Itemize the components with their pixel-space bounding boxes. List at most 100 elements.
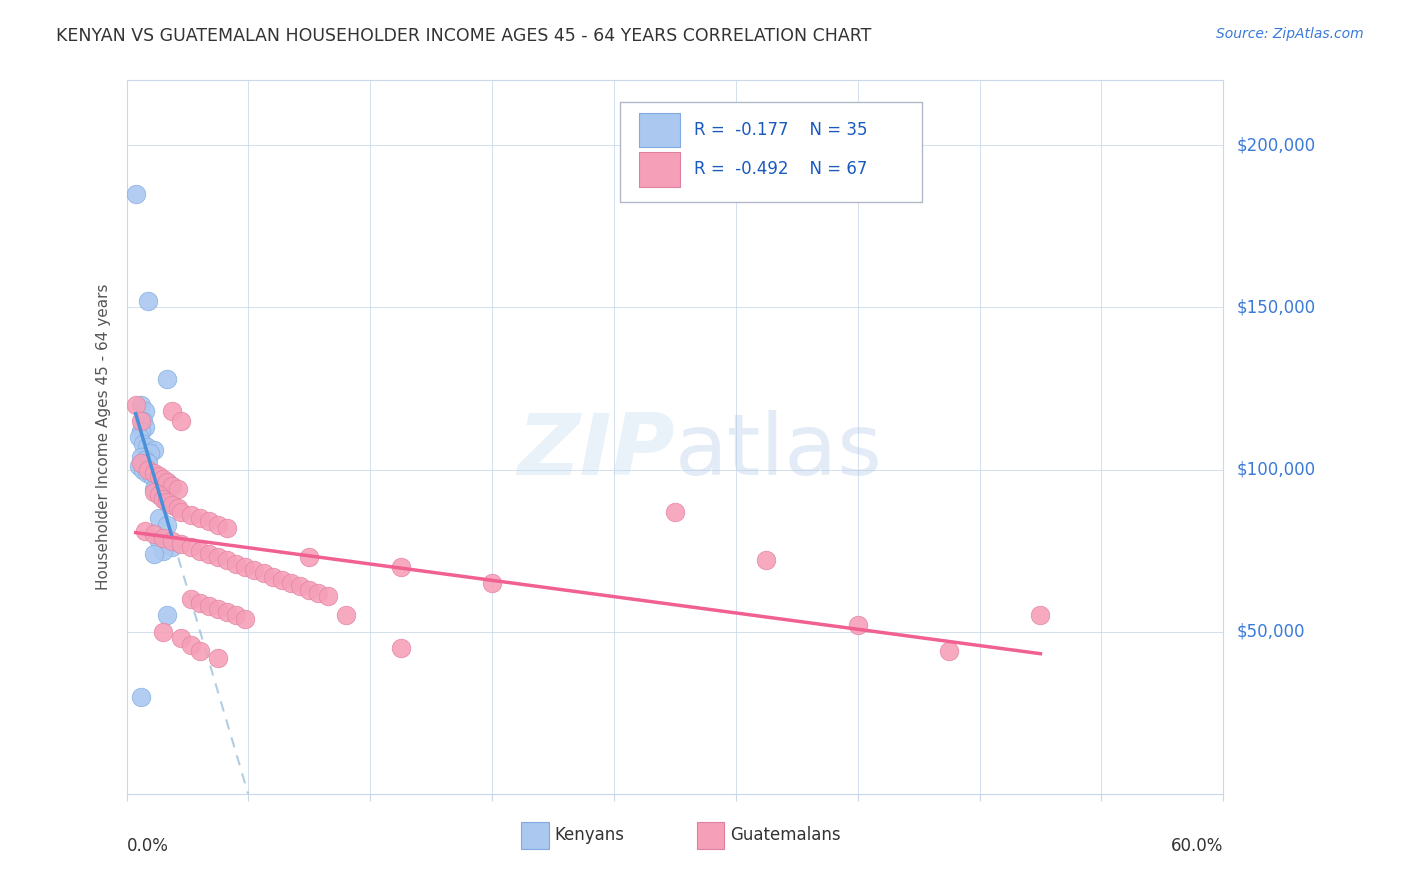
Text: Guatemalans: Guatemalans xyxy=(730,826,841,844)
Text: R =  -0.492    N = 67: R = -0.492 N = 67 xyxy=(693,161,868,178)
Point xyxy=(225,608,247,623)
Text: 60.0%: 60.0% xyxy=(1171,837,1223,855)
Point xyxy=(188,511,211,525)
Point xyxy=(188,644,211,658)
Point xyxy=(143,527,166,541)
Point xyxy=(152,472,174,486)
Point xyxy=(134,404,156,418)
Point xyxy=(481,576,503,591)
Point xyxy=(755,553,778,567)
Text: $100,000: $100,000 xyxy=(1237,460,1316,478)
Point xyxy=(207,650,229,665)
Point xyxy=(129,414,152,428)
Point xyxy=(1029,608,1052,623)
Point xyxy=(148,511,170,525)
Point xyxy=(180,592,202,607)
Point xyxy=(143,443,166,458)
Point xyxy=(162,479,183,493)
Point xyxy=(389,640,412,655)
Text: $150,000: $150,000 xyxy=(1237,298,1316,317)
Text: $200,000: $200,000 xyxy=(1237,136,1316,154)
Point xyxy=(298,550,321,565)
Point xyxy=(156,475,179,490)
Point xyxy=(207,602,229,616)
Point xyxy=(162,541,183,555)
FancyBboxPatch shape xyxy=(620,102,922,202)
Point xyxy=(135,440,157,454)
Point xyxy=(389,559,412,574)
Point xyxy=(156,608,179,623)
Point xyxy=(139,446,162,460)
Point xyxy=(124,186,148,201)
Bar xyxy=(522,822,548,849)
Point xyxy=(128,459,150,474)
Text: Source: ZipAtlas.com: Source: ZipAtlas.com xyxy=(1216,27,1364,41)
Point xyxy=(207,517,229,532)
Point xyxy=(134,452,156,467)
Point xyxy=(938,644,960,658)
Point xyxy=(197,599,219,613)
Point xyxy=(162,533,183,548)
Point xyxy=(335,608,357,623)
Point xyxy=(129,450,152,464)
Text: R =  -0.177    N = 35: R = -0.177 N = 35 xyxy=(693,121,868,139)
Point xyxy=(188,595,211,609)
Point xyxy=(225,557,247,571)
Point xyxy=(162,498,183,512)
Y-axis label: Householder Income Ages 45 - 64 years: Householder Income Ages 45 - 64 years xyxy=(96,284,111,591)
Text: ZIP: ZIP xyxy=(517,409,675,493)
Point xyxy=(170,631,193,645)
Point xyxy=(156,372,179,386)
Point xyxy=(166,501,188,516)
Point xyxy=(152,624,174,639)
Point xyxy=(197,547,219,561)
Point xyxy=(207,550,229,565)
Point xyxy=(132,436,155,450)
Point xyxy=(129,456,152,470)
Point xyxy=(170,414,193,428)
Point xyxy=(156,495,179,509)
Point xyxy=(152,543,174,558)
Point xyxy=(134,524,156,538)
Point xyxy=(143,482,166,496)
Text: $50,000: $50,000 xyxy=(1237,623,1306,640)
Point xyxy=(152,531,174,545)
Point xyxy=(129,398,152,412)
Point xyxy=(162,404,183,418)
Point xyxy=(262,569,284,583)
Point xyxy=(124,398,148,412)
Text: Kenyans: Kenyans xyxy=(554,826,624,844)
Point xyxy=(233,612,257,626)
Point xyxy=(233,559,257,574)
Point xyxy=(180,508,202,522)
Point xyxy=(156,517,179,532)
Point xyxy=(170,505,193,519)
Point xyxy=(129,424,152,438)
Text: KENYAN VS GUATEMALAN HOUSEHOLDER INCOME AGES 45 - 64 YEARS CORRELATION CHART: KENYAN VS GUATEMALAN HOUSEHOLDER INCOME … xyxy=(56,27,872,45)
Point xyxy=(270,573,294,587)
Point xyxy=(148,488,170,502)
Point xyxy=(152,491,174,506)
Point xyxy=(290,579,312,593)
Point xyxy=(243,563,266,577)
Point xyxy=(166,482,188,496)
Point xyxy=(143,485,166,500)
Bar xyxy=(638,153,681,186)
Point xyxy=(217,521,239,535)
Point xyxy=(152,485,174,500)
Point xyxy=(141,469,163,483)
Point xyxy=(143,466,166,480)
Point xyxy=(180,541,202,555)
Point xyxy=(280,576,302,591)
Point xyxy=(217,605,239,619)
Point xyxy=(664,505,686,519)
Point xyxy=(148,469,170,483)
Point xyxy=(298,582,321,597)
Point xyxy=(253,566,276,581)
Point xyxy=(188,543,211,558)
Point xyxy=(316,589,339,603)
Point xyxy=(148,472,170,486)
Point xyxy=(156,475,179,490)
Point xyxy=(143,547,166,561)
Point xyxy=(138,293,160,308)
